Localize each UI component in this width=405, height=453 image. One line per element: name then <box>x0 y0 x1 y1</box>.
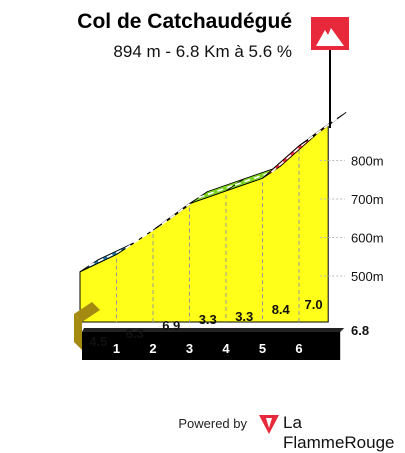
road-centerline <box>198 184 236 199</box>
gradient-label: 6.3 <box>126 326 144 341</box>
x-tick-label: 4 <box>222 341 230 356</box>
gradient-label: 3.3 <box>235 309 253 324</box>
summit-flag <box>311 17 349 128</box>
y-tick-label: 600m <box>351 231 384 246</box>
mountain-flag-glyph <box>316 28 344 46</box>
road-centerline <box>234 171 272 186</box>
road-layer <box>79 111 347 273</box>
road-centerline <box>161 196 199 225</box>
base-band-top <box>82 328 345 332</box>
base-side-top <box>74 302 100 322</box>
x-tick-label: 2 <box>149 341 156 356</box>
labels-layer: 500m 600m 700m 800m 1 2 3 4 5 6 6.8 4.5 6.3 6.9 3.3 3.3… <box>89 154 383 357</box>
grid-layer <box>116 149 345 322</box>
road-centerline <box>307 117 338 141</box>
x-tick-label: 5 <box>259 341 266 356</box>
x-tick-label: 1 <box>113 341 120 356</box>
chart-title: Col de Catchaudégué <box>77 10 292 33</box>
gradient-label: 4.5 <box>89 334 107 349</box>
flamme-rouge-logo-icon[interactable] <box>258 413 280 435</box>
brand-name[interactable]: La FlammeRouge <box>283 413 395 452</box>
base-band <box>82 332 341 360</box>
base-side <box>74 314 82 350</box>
gradient-label: 3.3 <box>199 312 217 327</box>
gradient-label: 6.9 <box>162 318 180 333</box>
elevation-profile-chart: 500m 600m 700m 800m 1 2 3 4 5 6 6.8 4.5 6.3 6.9 3.3 3.3… <box>74 17 384 360</box>
base-layer <box>74 302 345 360</box>
distance-end-label: 6.8 <box>351 323 369 338</box>
road-centerline <box>270 139 309 173</box>
y-tick-label: 700m <box>351 192 384 207</box>
chart-subtitle: 894 m - 6.8 Km à 5.6 % <box>113 42 292 61</box>
y-tick-label: 800m <box>351 154 384 169</box>
road-centerline <box>125 223 163 250</box>
road-centerline <box>88 247 126 267</box>
powered-by-label: Powered by <box>178 416 247 431</box>
x-tick-label: 3 <box>186 341 193 356</box>
x-tick-label: 6 <box>295 341 302 356</box>
gradient-label: 8.4 <box>272 302 291 317</box>
gradient-label: 7.0 <box>305 297 323 312</box>
footer: Powered by La FlammeRouge <box>0 412 405 452</box>
y-tick-label: 500m <box>351 269 384 284</box>
